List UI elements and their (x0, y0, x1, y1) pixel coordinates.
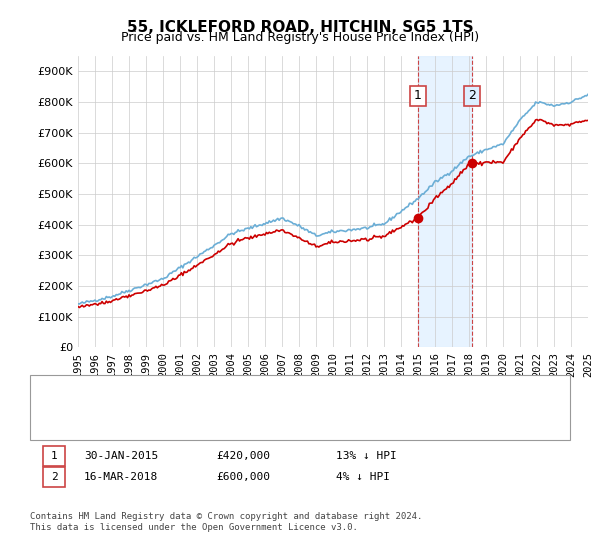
Text: Contains HM Land Registry data © Crown copyright and database right 2024.
This d: Contains HM Land Registry data © Crown c… (30, 512, 422, 532)
Text: 16-MAR-2018: 16-MAR-2018 (84, 472, 158, 482)
Text: 4% ↓ HPI: 4% ↓ HPI (336, 472, 390, 482)
Text: 1: 1 (414, 90, 422, 102)
Text: Price paid vs. HM Land Registry's House Price Index (HPI): Price paid vs. HM Land Registry's House … (121, 31, 479, 44)
Text: 13% ↓ HPI: 13% ↓ HPI (336, 451, 397, 461)
Text: 55, ICKLEFORD ROAD, HITCHIN, SG5 1TS: 55, ICKLEFORD ROAD, HITCHIN, SG5 1TS (127, 20, 473, 35)
Text: 2: 2 (468, 90, 476, 102)
Text: 2: 2 (50, 472, 58, 482)
Text: £420,000: £420,000 (216, 451, 270, 461)
Text: £600,000: £600,000 (216, 472, 270, 482)
Text: HPI: Average price, detached house, North Hertfordshire: HPI: Average price, detached house, Nort… (96, 416, 467, 426)
Text: 1: 1 (50, 451, 58, 461)
Bar (418, 56, 472, 347)
Text: 55, ICKLEFORD ROAD, HITCHIN, SG5 1TS (detached house): 55, ICKLEFORD ROAD, HITCHIN, SG5 1TS (de… (96, 388, 454, 398)
Text: 30-JAN-2015: 30-JAN-2015 (84, 451, 158, 461)
